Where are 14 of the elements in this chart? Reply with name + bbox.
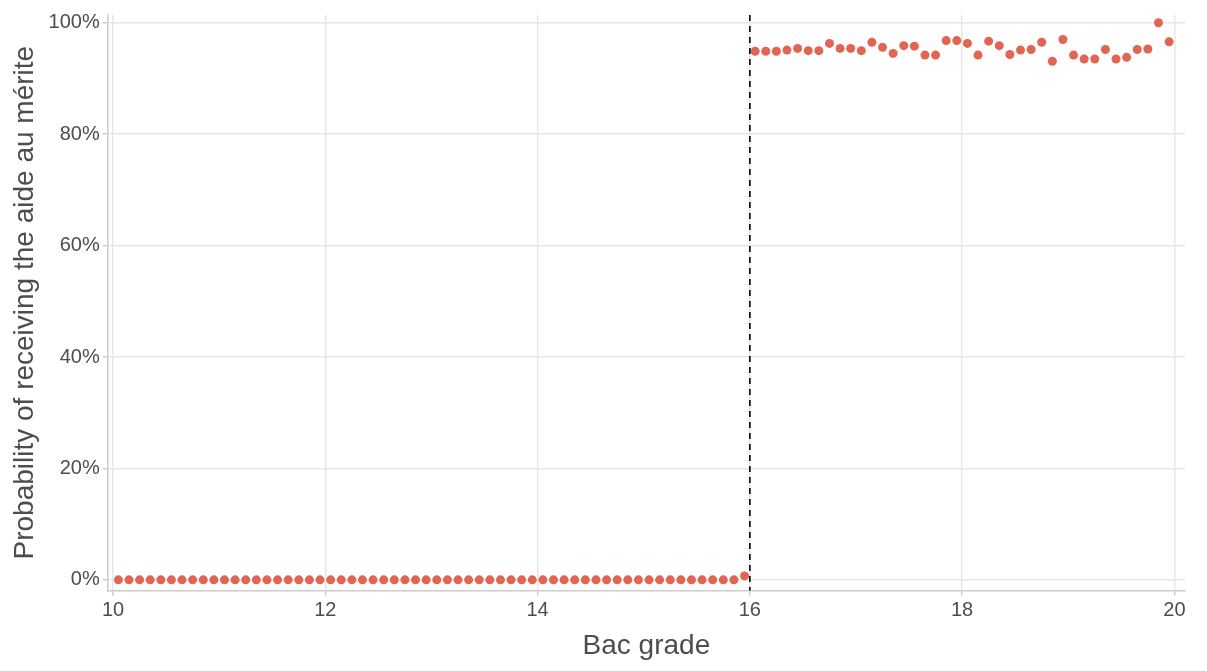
x-tick-label: 18 [951, 597, 974, 620]
x-axis-title: Bac grade [582, 628, 711, 660]
x-tick-label: 12 [314, 597, 337, 620]
x-tick-label: 14 [526, 597, 549, 620]
y-tick-label: 0% [70, 567, 100, 590]
x-tick-label: 20 [1163, 597, 1186, 620]
y-tick-label: 20% [59, 455, 100, 478]
y-tick-label: 60% [59, 233, 100, 256]
y-tick-label: 80% [59, 121, 100, 144]
y-axis-title: Probability of receiving the aide au mérite [7, 45, 39, 560]
y-tick-label: 100% [48, 10, 100, 33]
x-tick-label: 10 [101, 597, 125, 620]
x-tick-label: 16 [738, 597, 761, 620]
y-tick-label: 40% [59, 344, 100, 367]
